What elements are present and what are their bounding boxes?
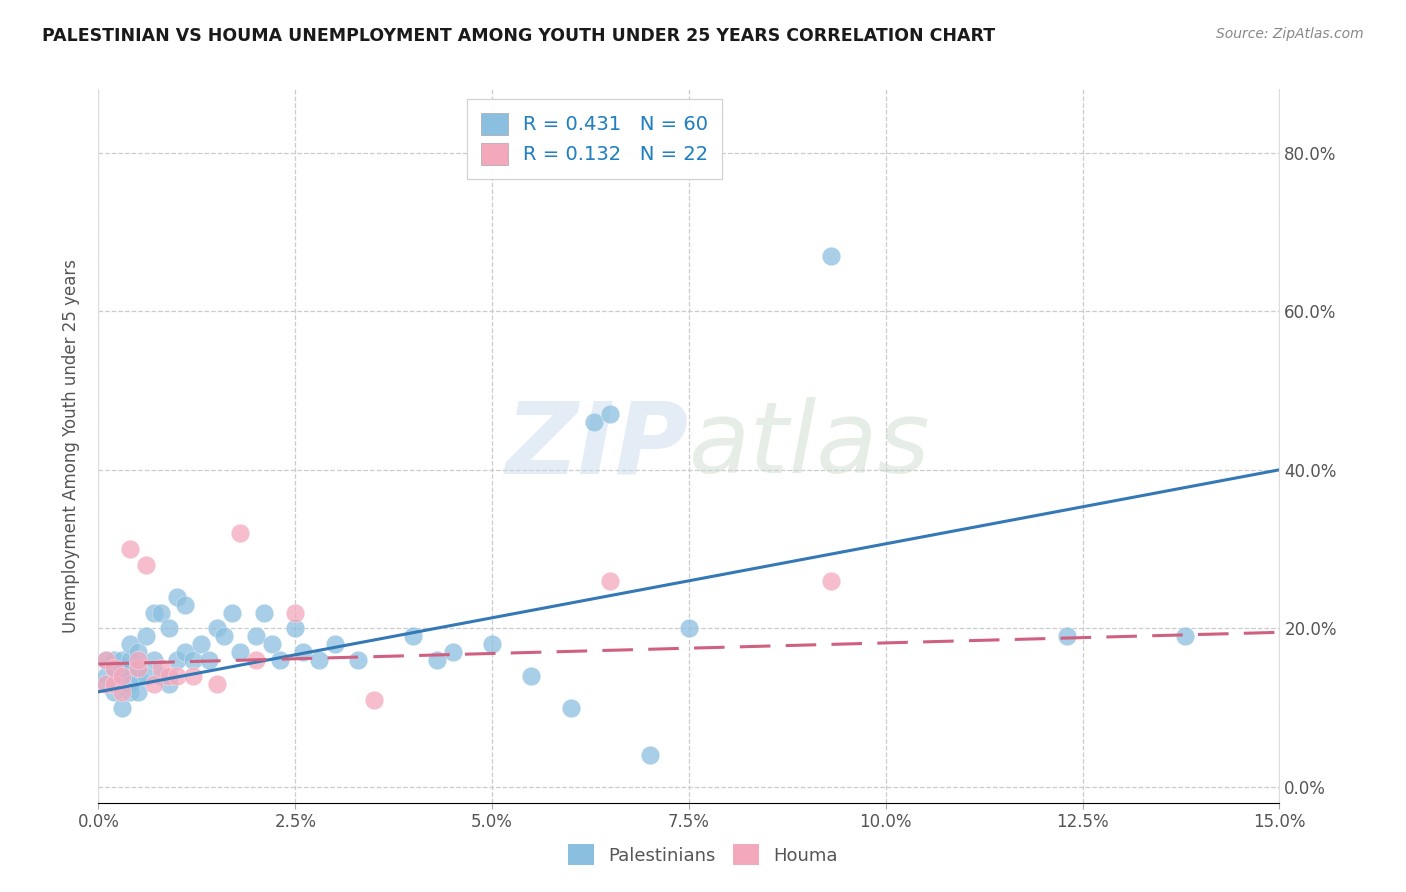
Point [127, 661, 149, 675]
Point [197, 653, 219, 667]
Point [157, 669, 180, 683]
Point [599, 574, 621, 588]
Point [150, 661, 173, 675]
Text: PALESTINIAN VS HOUMA UNEMPLOYMENT AMONG YOUTH UNDER 25 YEARS CORRELATION CHART: PALESTINIAN VS HOUMA UNEMPLOYMENT AMONG … [42, 27, 995, 45]
Point [560, 700, 582, 714]
Point [174, 645, 197, 659]
Point [221, 606, 243, 620]
Point [347, 653, 370, 667]
Point [284, 621, 307, 635]
Point [205, 621, 228, 635]
Point [142, 606, 165, 620]
Point [253, 606, 276, 620]
Point [638, 748, 661, 763]
Point [599, 407, 621, 421]
Point [323, 637, 346, 651]
Point [229, 526, 252, 541]
Point [166, 653, 188, 667]
Point [481, 637, 503, 651]
Point [174, 598, 197, 612]
Point [103, 661, 125, 675]
Point [441, 645, 464, 659]
Text: ZIP: ZIP [506, 398, 689, 494]
Point [583, 415, 606, 429]
Point [118, 542, 141, 557]
Point [166, 669, 188, 683]
Legend: R = 0.431   N = 60, R = 0.132   N = 22: R = 0.431 N = 60, R = 0.132 N = 22 [467, 99, 723, 178]
Point [229, 645, 252, 659]
Point [520, 669, 543, 683]
Point [96, 653, 118, 667]
Point [820, 574, 842, 588]
Point [426, 653, 449, 667]
Point [292, 645, 315, 659]
Y-axis label: Unemployment Among Youth under 25 years: Unemployment Among Youth under 25 years [62, 259, 80, 633]
Point [127, 685, 149, 699]
Point [127, 661, 149, 675]
Point [111, 669, 134, 683]
Point [111, 669, 134, 683]
Point [245, 653, 267, 667]
Point [111, 700, 134, 714]
Point [363, 692, 385, 706]
Point [678, 621, 700, 635]
Point [245, 629, 267, 643]
Point [96, 653, 118, 667]
Text: atlas: atlas [689, 398, 931, 494]
Point [96, 677, 118, 691]
Point [1056, 629, 1078, 643]
Point [111, 685, 134, 699]
Point [103, 661, 125, 675]
Point [127, 669, 149, 683]
Point [142, 677, 165, 691]
Point [260, 637, 283, 651]
Point [150, 669, 173, 683]
Point [181, 653, 204, 667]
Point [1174, 629, 1197, 643]
Legend: Palestinians, Houma: Palestinians, Houma [560, 835, 846, 874]
Point [166, 590, 188, 604]
Point [127, 653, 149, 667]
Point [150, 606, 173, 620]
Point [103, 685, 125, 699]
Point [118, 677, 141, 691]
Point [820, 249, 842, 263]
Point [135, 669, 157, 683]
Point [402, 629, 425, 643]
Point [157, 677, 180, 691]
Text: Source: ZipAtlas.com: Source: ZipAtlas.com [1216, 27, 1364, 41]
Point [111, 653, 134, 667]
Point [214, 629, 236, 643]
Point [103, 677, 125, 691]
Point [284, 606, 307, 620]
Point [135, 558, 157, 572]
Point [135, 629, 157, 643]
Point [103, 653, 125, 667]
Point [118, 653, 141, 667]
Point [96, 677, 118, 691]
Point [111, 661, 134, 675]
Point [127, 645, 149, 659]
Point [96, 669, 118, 683]
Point [308, 653, 330, 667]
Point [142, 653, 165, 667]
Point [157, 621, 180, 635]
Point [118, 685, 141, 699]
Point [118, 637, 141, 651]
Point [269, 653, 291, 667]
Point [181, 669, 204, 683]
Point [205, 677, 228, 691]
Point [190, 637, 212, 651]
Point [103, 677, 125, 691]
